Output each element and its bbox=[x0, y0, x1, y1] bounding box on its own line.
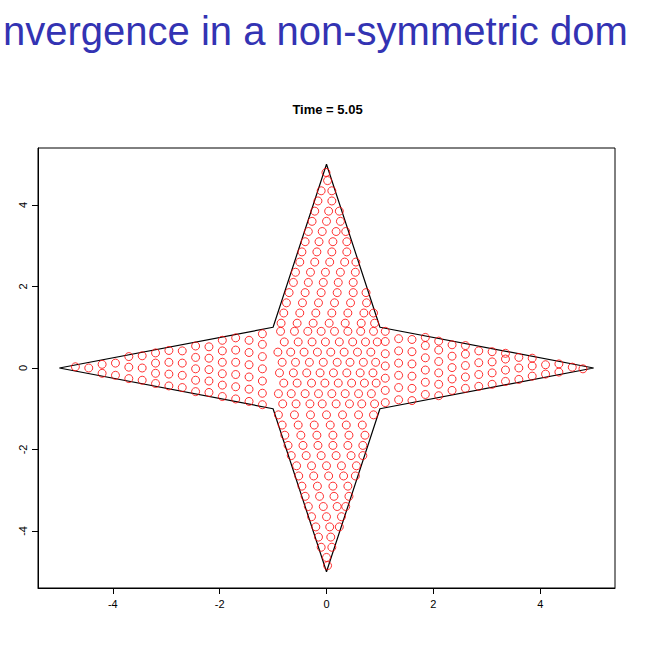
svg-text:-2: -2 bbox=[215, 598, 225, 610]
svg-text:0: 0 bbox=[323, 598, 329, 610]
svg-text:2: 2 bbox=[430, 598, 436, 610]
svg-text:4: 4 bbox=[17, 202, 29, 208]
svg-text:-4: -4 bbox=[17, 526, 29, 536]
svg-text:Time = 5.05: Time = 5.05 bbox=[292, 102, 362, 117]
svg-text:4: 4 bbox=[537, 598, 543, 610]
svg-text:2: 2 bbox=[17, 283, 29, 289]
svg-text:0: 0 bbox=[17, 365, 29, 371]
svg-text:-4: -4 bbox=[108, 598, 118, 610]
svg-text:nvergence in a non-symmetric d: nvergence in a non-symmetric dom bbox=[3, 9, 628, 53]
svg-text:-2: -2 bbox=[17, 445, 29, 455]
